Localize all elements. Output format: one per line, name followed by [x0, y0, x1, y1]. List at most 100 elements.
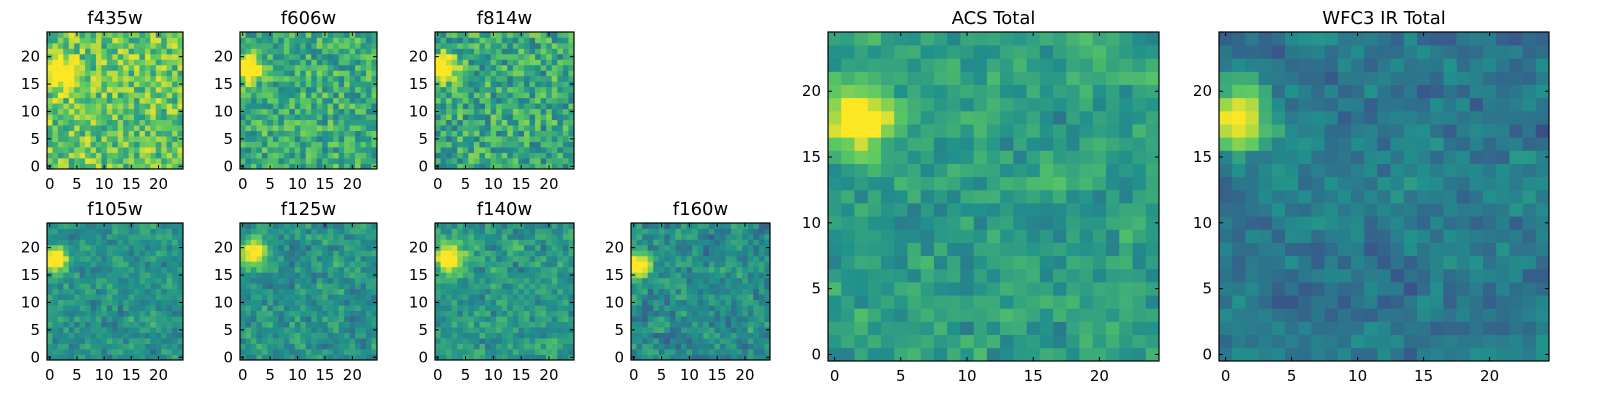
heatmap-cell [479, 125, 486, 131]
heatmap-cell [462, 59, 469, 66]
heatmap-cell [703, 327, 710, 333]
heatmap-cell [172, 103, 178, 110]
heatmap-cell [161, 327, 168, 333]
heatmap-cell [300, 310, 307, 317]
heatmap-cell [457, 70, 464, 77]
heatmap-cell [161, 158, 168, 164]
heatmap-cell [518, 261, 525, 268]
heatmap-cell [568, 147, 575, 153]
heatmap-cell [747, 283, 754, 290]
heatmap-cell [473, 53, 480, 60]
heatmap-cell [294, 48, 301, 55]
heatmap-cell [245, 354, 252, 361]
heatmap-cell [79, 147, 86, 153]
heatmap-cell [256, 343, 263, 350]
heatmap-cell [867, 347, 882, 362]
heatmap-cell [725, 321, 732, 328]
heatmap-cell [681, 327, 687, 333]
heatmap-cell [300, 321, 307, 328]
heatmap-cell [907, 334, 922, 349]
heatmap-cell [446, 272, 453, 279]
heatmap-cell [355, 152, 361, 159]
heatmap-cell [139, 59, 146, 66]
y-tick-label: 5 [418, 321, 428, 339]
heatmap-cell [256, 277, 263, 284]
heatmap-cell [90, 147, 97, 153]
heatmap-cell [47, 37, 53, 44]
heatmap-cell [349, 228, 356, 235]
heatmap-cell [457, 42, 464, 49]
heatmap-cell [155, 37, 162, 44]
heatmap-cell [95, 97, 102, 104]
heatmap-cell [355, 53, 361, 60]
heatmap-cell [349, 338, 356, 344]
heatmap-cell [440, 261, 447, 268]
heatmap-cell [139, 141, 146, 148]
heatmap-cell [501, 228, 508, 235]
heatmap-cell [300, 277, 307, 284]
heatmap-cell [535, 152, 541, 159]
heatmap-cell [1000, 203, 1014, 217]
heatmap-cell [529, 97, 536, 104]
heatmap-cell [512, 261, 519, 268]
heatmap-cell [47, 125, 53, 131]
heatmap-cell [172, 288, 178, 295]
heatmap-cell [512, 75, 519, 82]
heatmap-cell [101, 288, 108, 295]
heatmap-cell [479, 223, 486, 229]
heatmap-cell [289, 261, 296, 268]
heatmap-cell [485, 261, 491, 268]
heatmap-cell [675, 272, 682, 279]
heatmap-cell [758, 272, 765, 279]
heatmap-cell [658, 250, 665, 257]
heatmap-cell [490, 294, 497, 301]
heatmap-cell [686, 316, 693, 322]
heatmap-cell [551, 37, 558, 44]
heatmap-cell [289, 152, 296, 159]
heatmap-cell [166, 250, 173, 257]
heatmap-cell [272, 92, 279, 99]
heatmap-cell [327, 343, 334, 350]
heatmap-cell [74, 59, 80, 66]
heatmap-cell [355, 233, 361, 240]
heatmap-cell [333, 59, 339, 66]
heatmap-cell [261, 338, 268, 344]
heatmap-cell [360, 321, 367, 328]
heatmap-cell [117, 103, 124, 110]
heatmap-cell [462, 37, 469, 44]
heatmap-cell [52, 97, 59, 104]
heatmap-cell [518, 103, 525, 110]
heatmap-cell [316, 299, 323, 306]
heatmap-cell [947, 334, 961, 349]
heatmap-cell [647, 305, 654, 312]
heatmap-cell [986, 255, 1001, 270]
heatmap-cell [557, 261, 564, 268]
x-tick-label: 10 [484, 175, 503, 193]
heatmap-cell [305, 288, 312, 295]
heatmap-cell [63, 125, 70, 131]
heatmap-cell [681, 288, 687, 295]
heatmap-cell [664, 299, 671, 306]
heatmap-cell [631, 233, 637, 240]
heatmap-cell [52, 158, 59, 164]
heatmap-cell [117, 114, 124, 121]
x-tick-label: 0 [45, 366, 55, 384]
heatmap-cell [322, 349, 329, 355]
heatmap-cell [283, 294, 290, 301]
heatmap-cell [562, 305, 569, 312]
heatmap-cell [139, 343, 146, 350]
heatmap-cell [117, 59, 124, 66]
heatmap-cell [128, 53, 135, 60]
heatmap-cell [256, 103, 263, 110]
heatmap-cell [669, 239, 676, 246]
heatmap-cell [758, 255, 765, 262]
heatmap-cell [106, 338, 113, 344]
heatmap-cell [485, 305, 491, 312]
heatmap-cell [57, 244, 64, 251]
heatmap-cell [440, 32, 447, 38]
heatmap-cell [117, 283, 124, 290]
heatmap-cell [261, 59, 268, 66]
heatmap-cell [139, 75, 146, 82]
heatmap-cell [311, 316, 318, 322]
